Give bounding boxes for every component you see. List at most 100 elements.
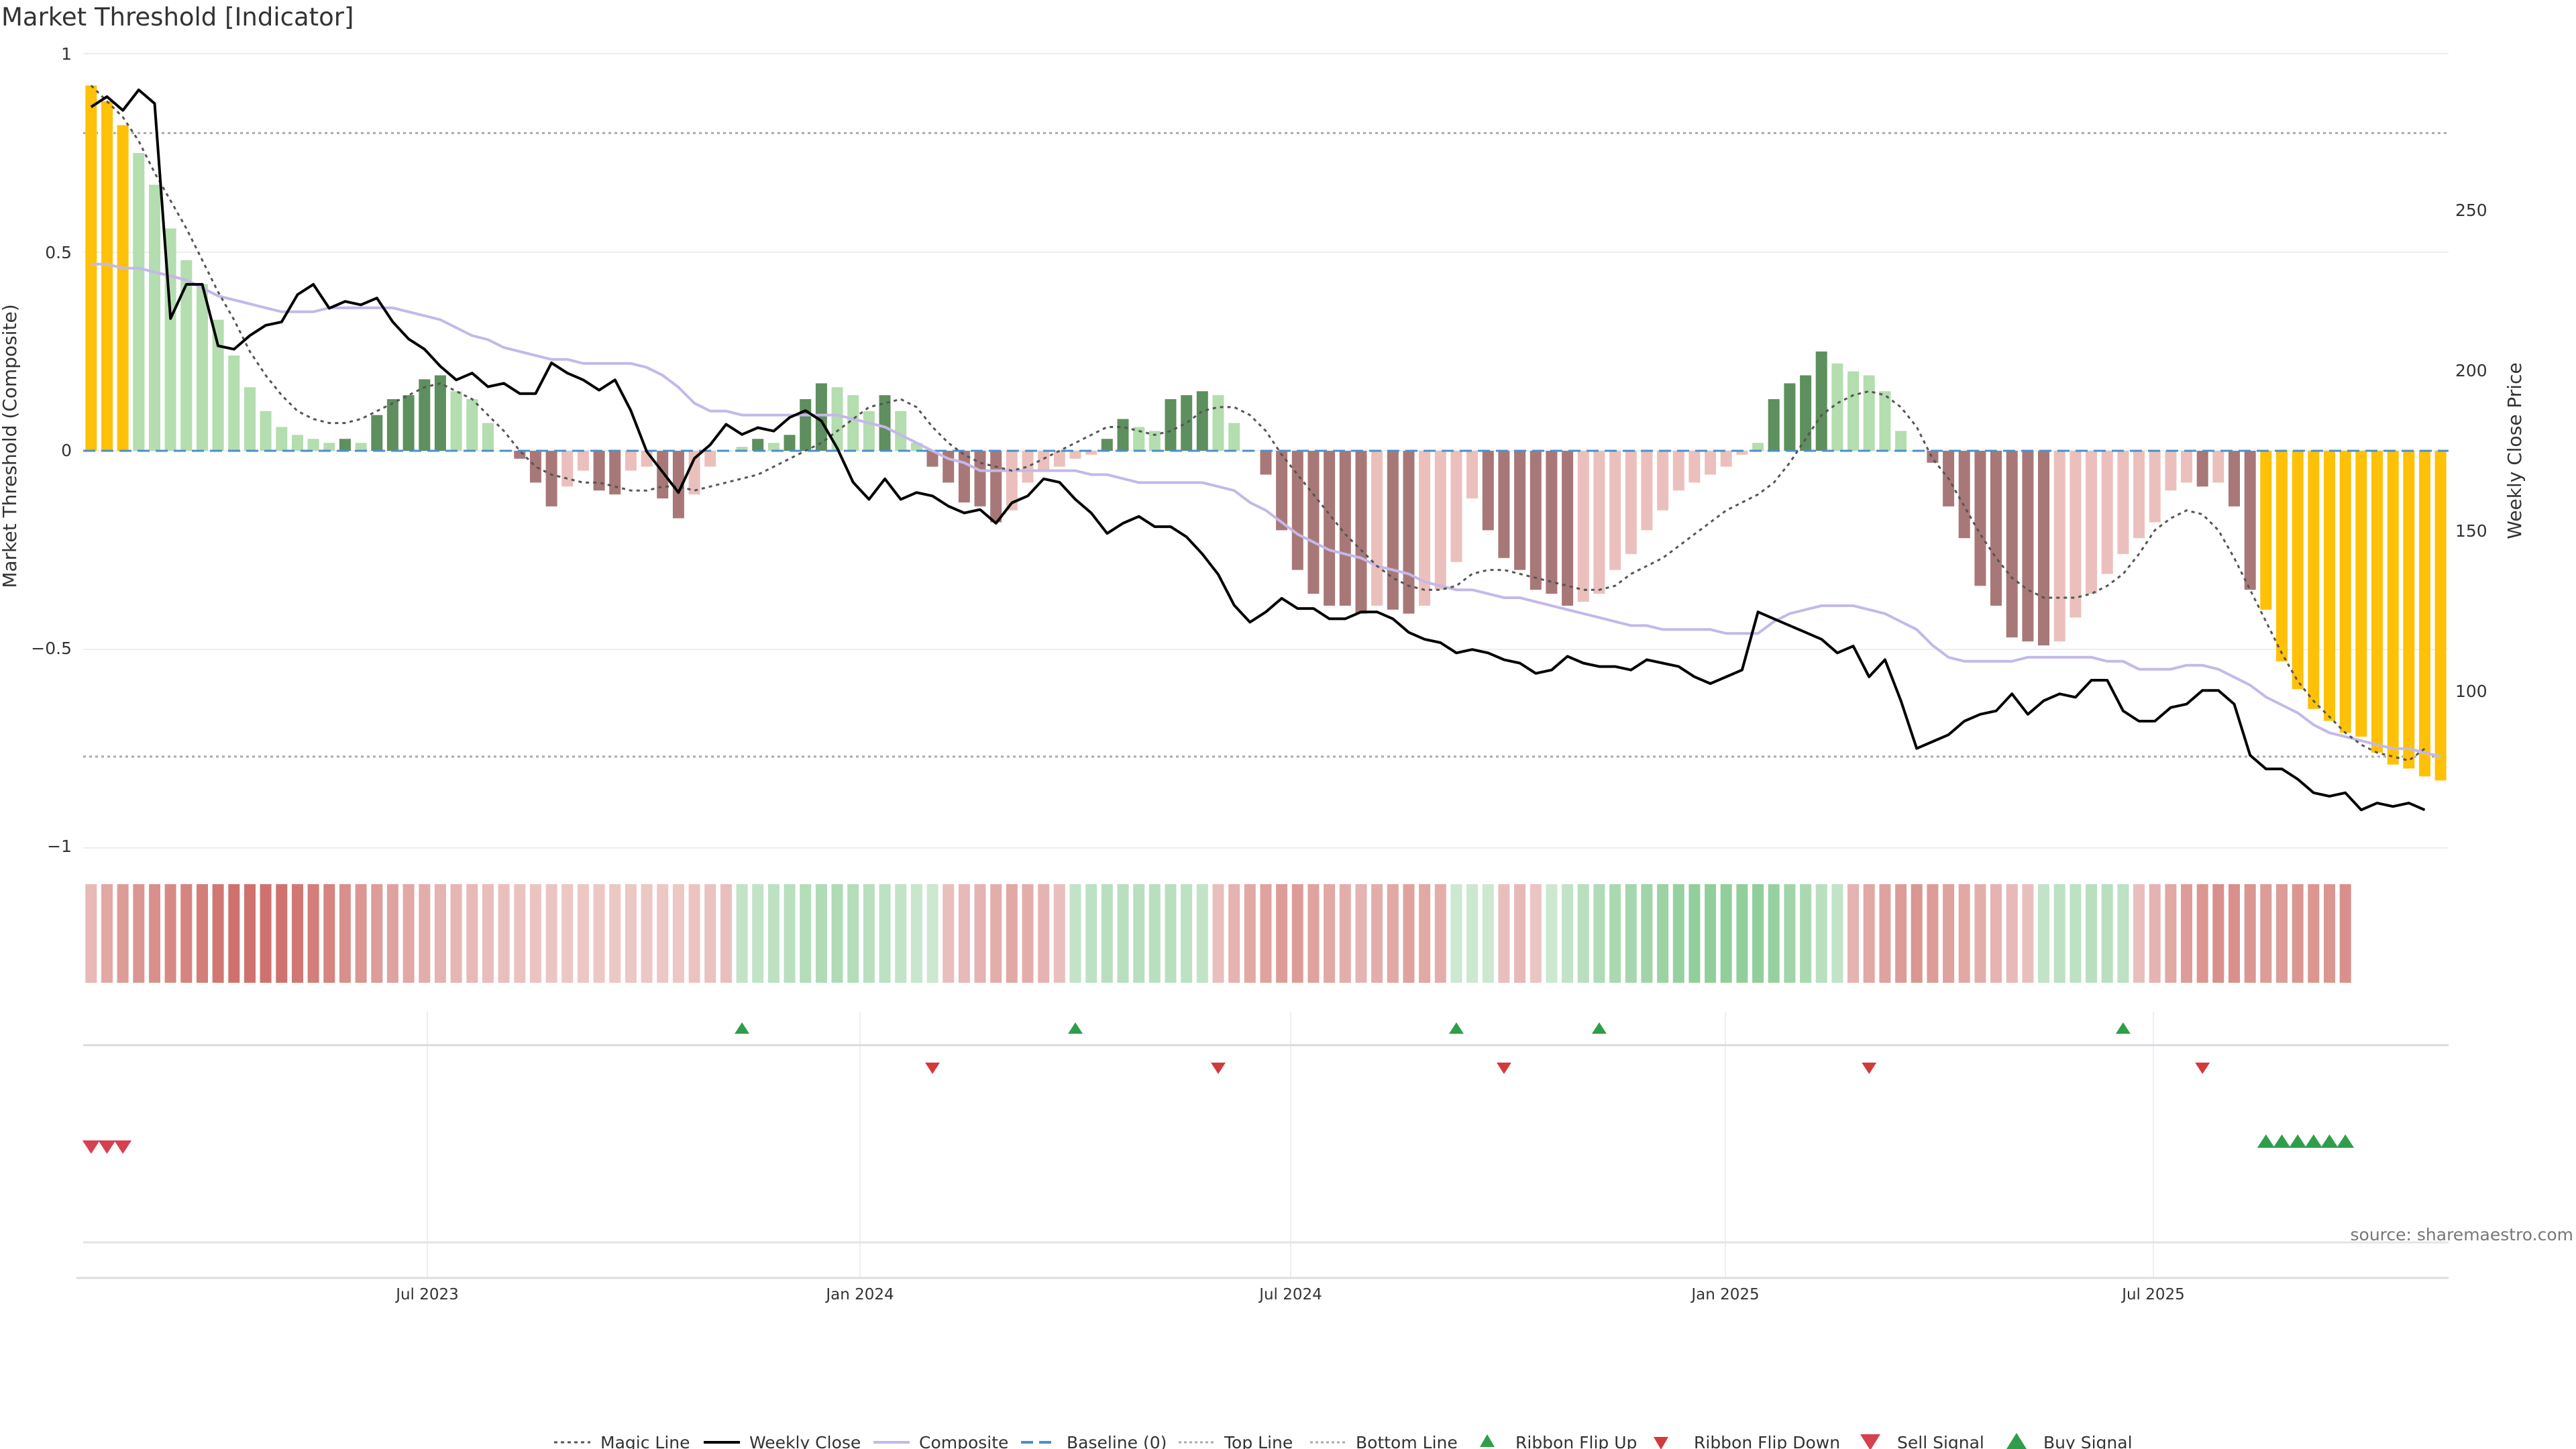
composite-bar [1466,451,1479,498]
composite-bar [1165,399,1177,451]
ribbon-cell [2339,884,2351,983]
x-tick: Jan 2024 [824,1286,894,1303]
composite-bar [1307,451,1320,594]
chart-title: Market Threshold [Indicator] [1,3,354,32]
ribbon-cell [1069,884,1081,983]
ribbon-cell [1736,884,1748,983]
composite-bar [1117,419,1129,451]
ribbon-cell [815,884,827,983]
y-right-label: Weekly Close Price [2504,362,2526,539]
legend-top-line-label: Top Line [1224,1433,1293,1449]
composite-bar [101,101,113,451]
composite-bar [1006,451,1018,511]
legend: Magic Line Weekly Close Composite Baseli… [554,1433,2133,1449]
ribbon-cell [1529,884,1542,983]
y-left-label: Market Threshold (Composite) [0,304,21,588]
composite-bar [1403,451,1415,614]
ribbon-cell [402,884,415,983]
buy-signal-marker [2304,1134,2322,1148]
ribbon-cell [895,884,907,983]
composite-bar [752,439,764,451]
composite-bar [1181,395,1193,451]
x-tick: Jul 2025 [2121,1286,2185,1303]
ribbon-cell [688,884,700,983]
series-lines [83,85,2449,812]
ribbon-cell [1148,884,1161,983]
legend-ribbon-flip-up-marker [1480,1434,1495,1447]
y-right-tick: 250 [2455,201,2487,220]
x-tick: Jan 2025 [1690,1286,1759,1303]
ribbon-cell [1990,884,2002,983]
composite-bar [704,451,716,467]
composite-bar [1434,451,1446,590]
composite-bar [1148,431,1161,451]
composite-bar [1450,451,1462,562]
ribbon-cell [2117,884,2129,983]
composite-bar [545,451,557,506]
buy-signal-marker [2320,1134,2339,1148]
y-right-tick: 100 [2455,682,2487,701]
ribbon-cell [228,884,240,983]
ribbon-cell [1244,884,1256,983]
composite-bar [1498,451,1510,558]
ribbon-cell [85,884,97,983]
x-tick: Jul 2023 [394,1286,459,1303]
composite-bar [1053,451,1065,467]
composite-bar [736,447,748,451]
y-right-tick: 200 [2455,361,2487,380]
composite-bar [800,399,812,451]
legend-bottom-line-label: Bottom Line [1356,1433,1458,1449]
composite-bar [1705,451,1717,475]
ribbon-cell [704,884,716,983]
composite-bar [1196,391,1208,451]
buy-signal-marker [2289,1134,2307,1148]
composite-bar [1529,451,1542,590]
composite-bar [1625,451,1637,554]
ribbon-cell [1943,884,1955,983]
composite-bar [1831,363,1843,451]
composite-bar [1562,451,1574,606]
composite-bar [1355,451,1367,614]
composite-bar [1736,451,1748,455]
ribbon-cell [593,884,605,983]
ribbon-cell [1181,884,1193,983]
composite-bar [212,319,224,451]
ribbon-cell [943,884,955,983]
ribbon-cell [831,884,843,983]
composite-bar [2355,451,2367,737]
composite-bar [1863,375,1875,451]
ribbon-cell [1974,884,1986,983]
composite-bar [2006,451,2018,638]
ribbon-cell [197,884,208,983]
ribbon-cell [149,884,160,983]
composite-bar [1212,395,1224,451]
ribbon-cell [1847,884,1860,983]
ribbon-cell [1498,884,1510,983]
ribbon-cell [2292,884,2304,983]
composite-bar [2434,451,2447,781]
composite-bar [2053,451,2065,642]
composite-bar [529,451,541,483]
ribbon-cell [1705,884,1717,983]
ribbon-cell [1371,884,1383,983]
composite-bar [1672,451,1684,491]
legend-magic-line-label: Magic Line [600,1433,690,1449]
composite-bar [1720,451,1732,467]
ribbon-cell [641,884,653,983]
ribbon-cell [386,884,398,983]
ribbon-cell [1291,884,1303,983]
composite-bar [1514,451,1526,570]
composite-bar [85,85,97,451]
ribbon-cell [2324,884,2335,983]
ribbon-cell [1815,884,1827,983]
ribbon-cell [260,884,272,983]
composite-bar [1990,451,2002,606]
composite-bar [2276,451,2288,661]
composite-bar [2165,451,2177,491]
y-right-tick: 150 [2455,521,2487,541]
ribbon-cell [1688,884,1701,983]
composite-bar [1101,439,1113,451]
composite-bar [386,399,398,451]
ribbon-flip-down-marker [1496,1063,1511,1074]
